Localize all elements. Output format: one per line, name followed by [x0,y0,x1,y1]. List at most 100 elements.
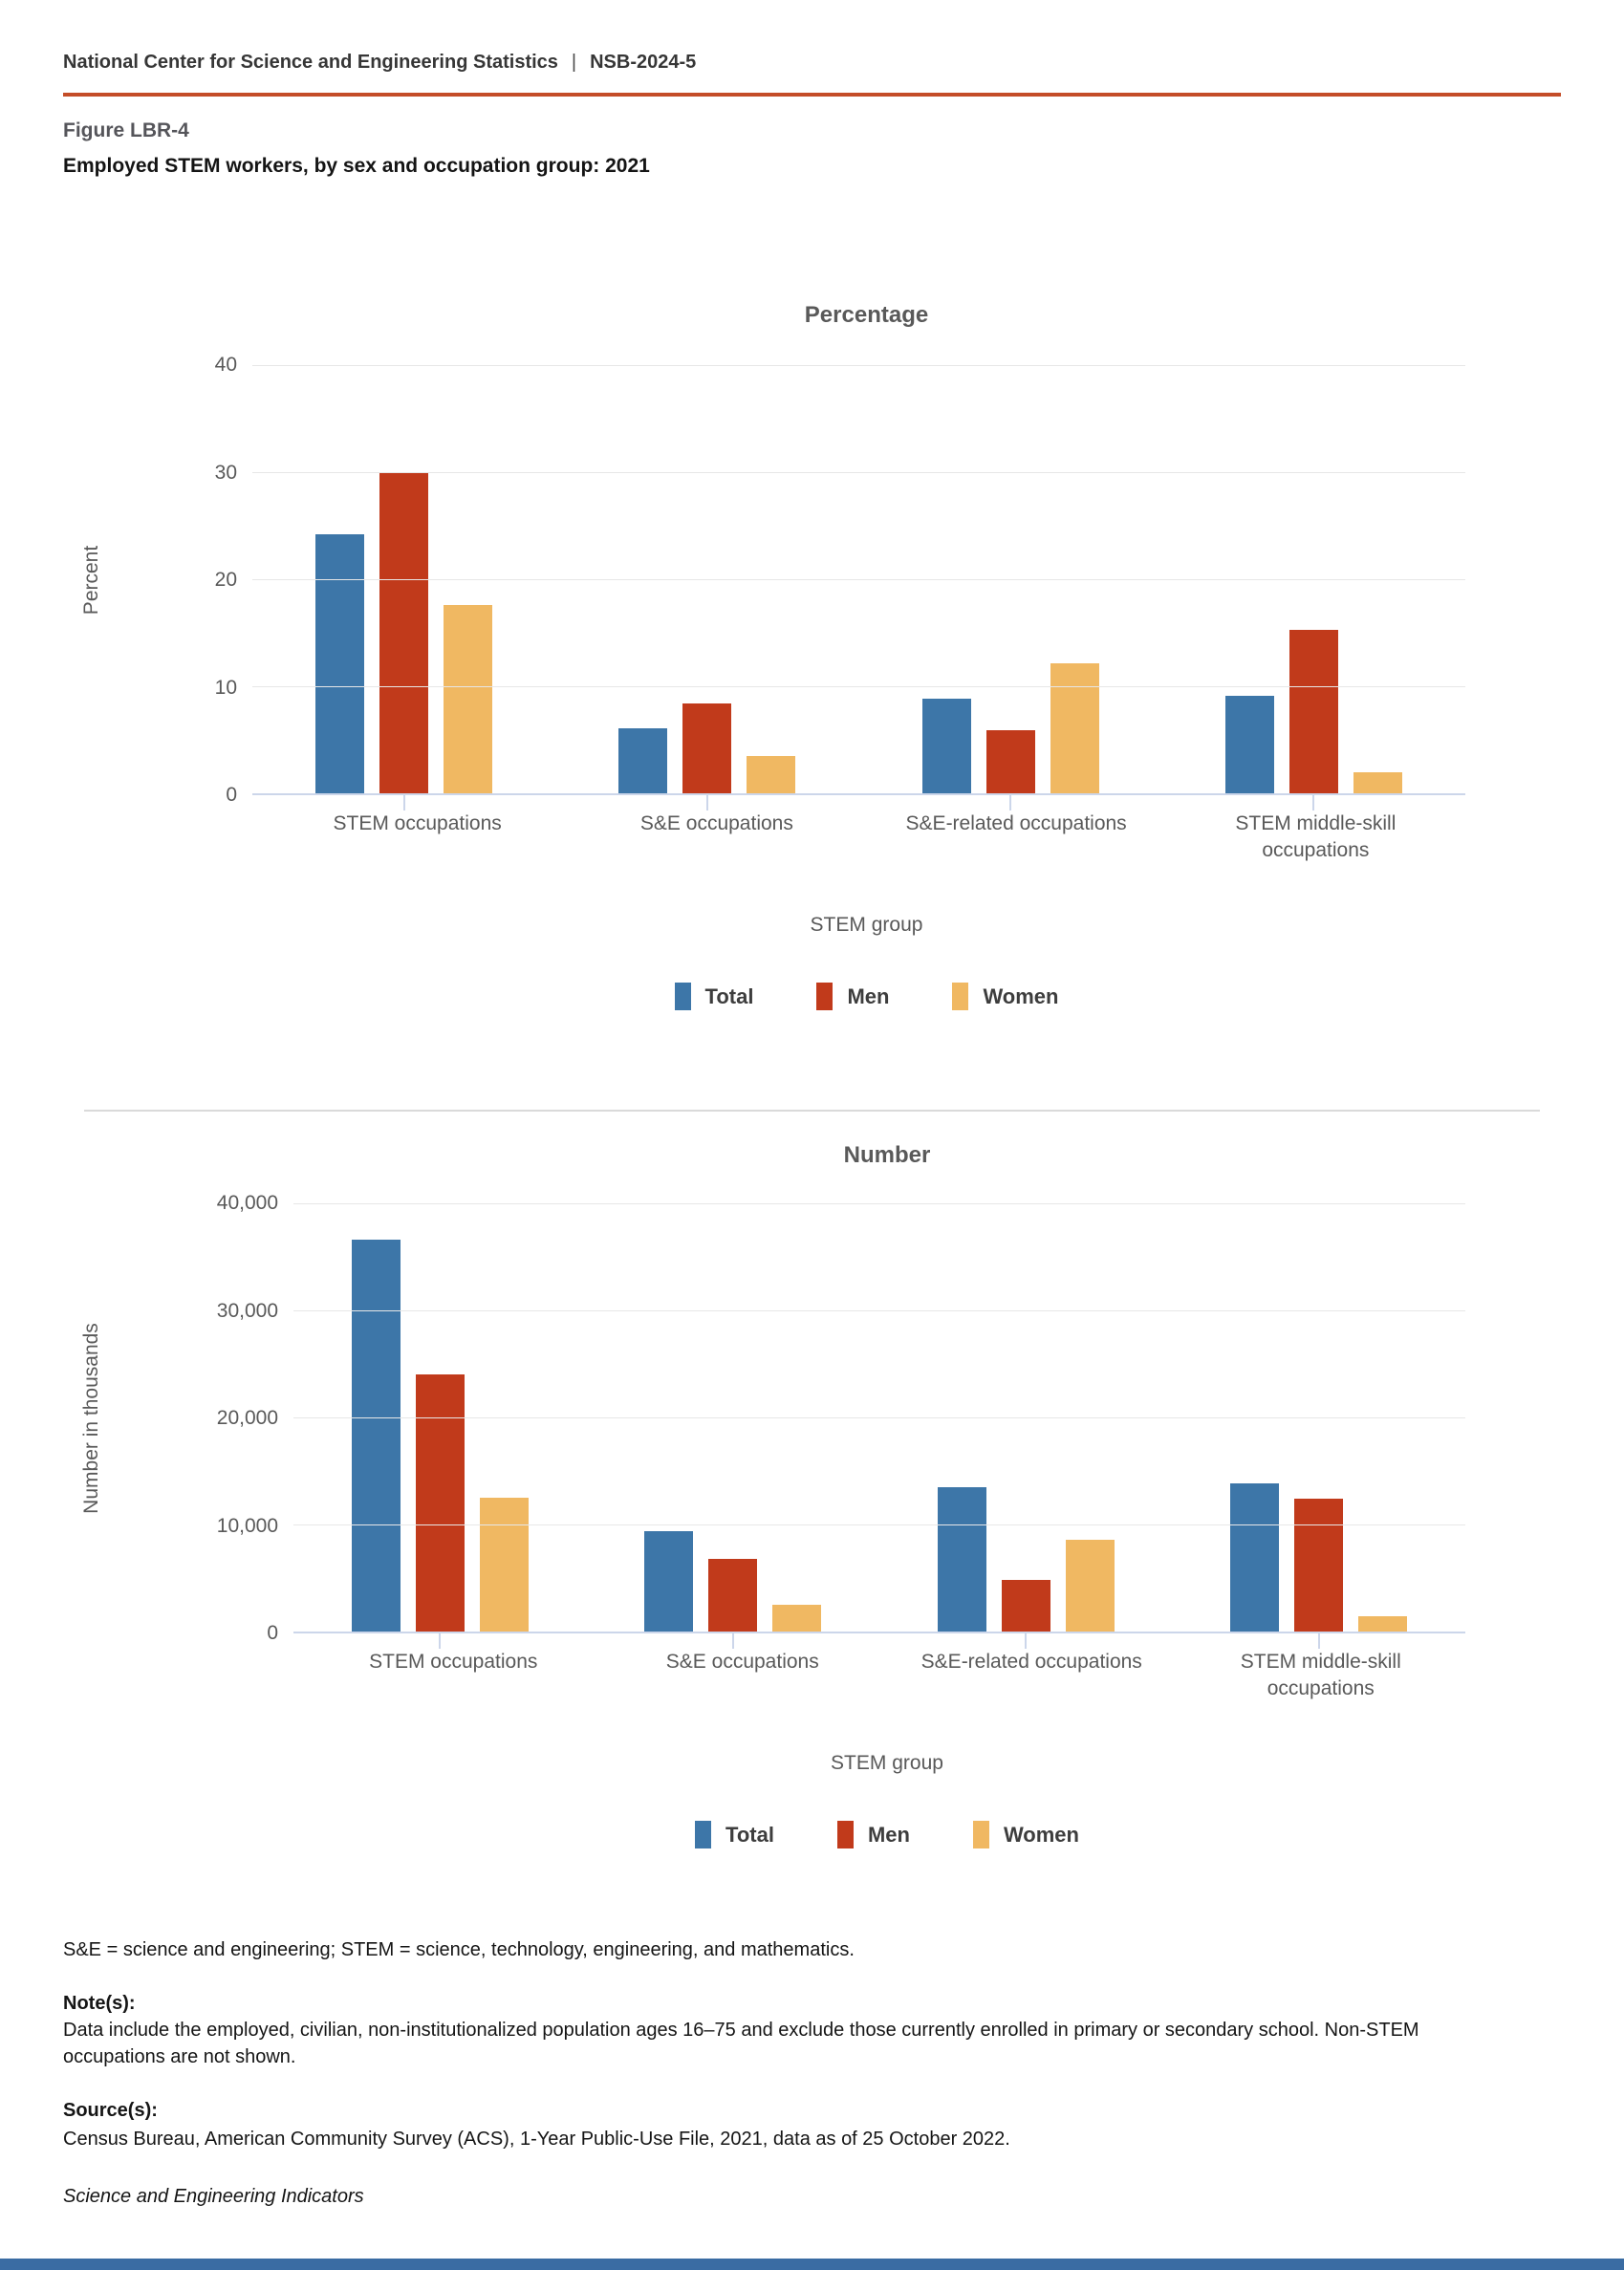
gridline [293,1417,1465,1418]
bar-group [293,1203,587,1649]
org-name: National Center for Science and Engineer… [63,52,558,73]
spacer [63,1702,309,1775]
legend-swatch [972,1821,989,1848]
source-label: Source(s): [63,2100,158,2121]
y-axis-title: Number in thousands [63,1203,120,1633]
legend: Total Men Women [268,983,1465,1010]
legend-label: Women [983,984,1059,1008]
y-tick-label: 20,000 [216,1407,278,1429]
legend-swatch [836,1821,854,1848]
legend: Total Men Women [309,1821,1465,1848]
bar-total [937,1486,986,1632]
x-category-labels: STEM occupations S&E occupations S&E-relat… [268,811,1465,864]
category-label: S&E occupations [665,1651,819,1673]
chart-title: Number [843,1142,931,1168]
category-label: STEM occupations [369,1651,538,1673]
bar-women [1065,1539,1115,1632]
y-tick-label: 20 [214,569,237,591]
bar-group [879,1203,1173,1649]
legend-label: Total [704,984,754,1008]
category-label: STEM middle-skill occupations [1240,1651,1401,1699]
gridline [293,1203,1465,1204]
bar-women [772,1605,822,1632]
gridline [252,472,1465,473]
gridline [252,579,1465,580]
bar-men [1294,1499,1344,1632]
abbreviations-note: S&E = science and engineering; STEM = sc… [63,1939,855,1960]
bar-groups [252,365,1465,811]
y-tick-label: 0 [226,784,237,806]
legend-item-women: Women [952,983,1058,1010]
y-tick-label: 10 [214,676,237,699]
x-tick [1025,1633,1028,1649]
y-tick-label: 30 [214,461,237,484]
bar-men [1288,629,1338,793]
y-tick-label: 40,000 [216,1192,278,1214]
gridline [252,686,1465,687]
source-text: Census Bureau, American Community Survey… [63,2129,1010,2150]
bar-men [379,473,429,793]
spacer [63,1775,309,1848]
bar-total [351,1240,401,1632]
y-tick-labels: 0 10,000 20,000 30,000 40,000 [120,1192,293,1644]
bar-total [1224,696,1274,793]
category-label: STEM middle-skill occupations [1235,812,1397,861]
bar-women [1353,771,1402,793]
document-header: National Center for Science and Engineer… [63,0,1561,74]
plot-area [293,1203,1465,1649]
number-chart-section: Number Number in thousands 0 10,000 20,000… [63,1112,1561,1848]
y-axis-title: Percent [63,365,120,795]
bar-men [682,703,732,793]
percentage-chart-section: Percentage Percent 0 10 20 30 40 STEM occupa… [63,178,1561,1010]
legend-label: Total [725,1822,774,1847]
bar-total [1230,1483,1280,1632]
header-separator: | [571,52,577,73]
report-id: NSB-2024-5 [590,52,697,73]
x-tick [402,795,405,811]
category-label: S&E-related occupations [920,1651,1142,1673]
footer-bar [0,2259,1624,2270]
legend-label: Men [867,1822,910,1847]
spacer [63,811,268,864]
legend-swatch [816,983,834,1010]
legend-item-men: Men [836,1821,910,1848]
bar-group [1162,365,1465,811]
legend-item-men: Men [816,983,889,1010]
legend-label: Women [1003,1822,1079,1847]
bar-group [587,1203,880,1649]
spacer [63,1649,309,1702]
y-tick-labels: 0 10 20 30 40 [120,354,252,806]
section-divider [84,1110,1540,1112]
chart-title: Percentage [804,302,929,328]
bar-total [644,1530,694,1632]
x-category-labels: STEM occupations S&E occupations S&E-relat… [309,1649,1465,1702]
y-axis-title-text: Percent [80,545,102,616]
legend-item-women: Women [972,1821,1079,1848]
category-label: S&E occupations [639,812,793,834]
x-tick [705,795,708,811]
bar-women [444,604,493,793]
spacer [63,178,268,329]
y-tick-label: 30,000 [216,1299,278,1322]
gridline [252,365,1465,366]
notes-label: Note(s): [63,1993,136,2014]
footnotes: S&E = science and engineering; STEM = sc… [63,1936,1561,2210]
y-tick-label: 0 [267,1622,278,1644]
y-axis-title-text: Number in thousands [80,1323,102,1514]
x-tick [1312,795,1315,811]
bar-women [479,1498,529,1632]
bar-men [1001,1580,1050,1632]
category-label: S&E-related occupations [905,812,1127,834]
spacer [63,937,268,1010]
x-axis-title: STEM group [831,1752,943,1774]
header-rule [63,93,1561,97]
gridline [293,1524,1465,1525]
publication-title: Science and Engineering Indicators [63,2186,364,2207]
y-tick-label: 10,000 [216,1514,278,1537]
bar-women [747,755,796,793]
bar-group [252,365,555,811]
bar-men [415,1374,465,1632]
x-axis-title: STEM group [810,914,923,936]
legend-swatch [695,1821,712,1848]
